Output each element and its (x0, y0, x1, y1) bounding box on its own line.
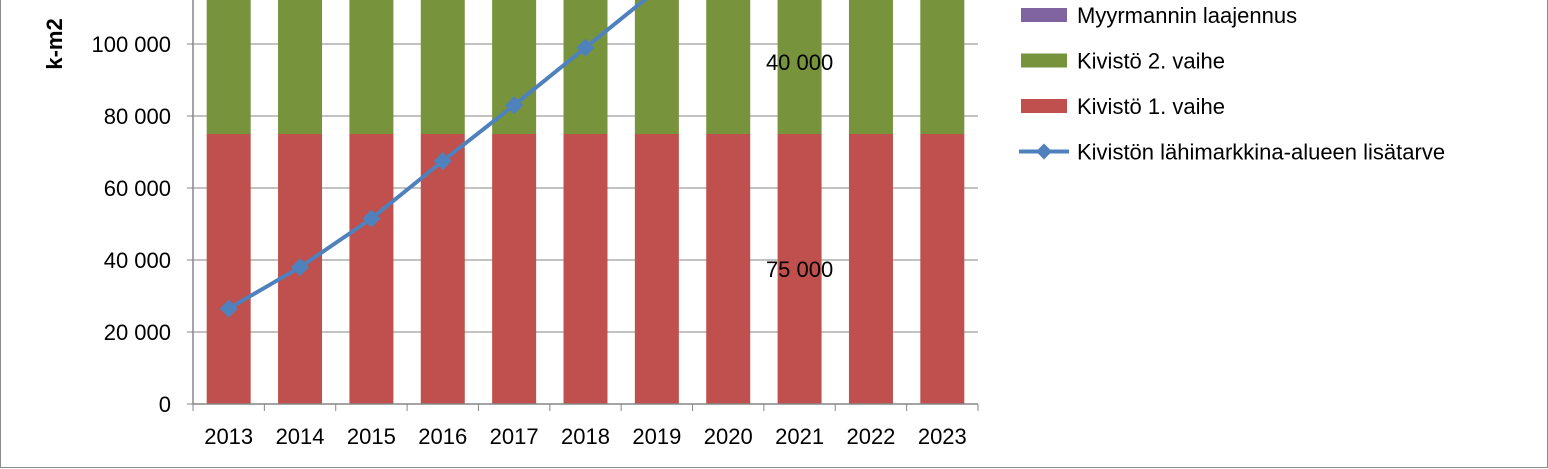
x-tick-label: 2018 (561, 424, 610, 449)
x-tick-label: 2014 (276, 424, 325, 449)
x-tick-label: 2013 (204, 424, 253, 449)
line-point-marker (576, 38, 595, 57)
y-tick-label: 40 000 (104, 248, 171, 273)
x-tick-label: 2023 (918, 424, 967, 449)
bar-2014-kivist-2-vaihe (278, 0, 323, 134)
line-series (219, 0, 648, 318)
bar-2019-kivist-1-vaihe (634, 134, 679, 404)
line-point-marker (291, 258, 310, 277)
bar-2022-kivist-1-vaihe (848, 134, 893, 404)
bars (206, 0, 965, 404)
line-point-marker (433, 152, 452, 170)
x-tick-label: 2019 (632, 424, 681, 449)
y-tick-label: 100 000 (91, 32, 171, 57)
data-label: 75 000 (766, 257, 833, 282)
bar-2017-kivist-1-vaihe (492, 134, 537, 404)
legend-item-kivist-n-l-himarkkina-alueen-lis-tarve-marker (1036, 143, 1052, 160)
bar-2013-kivist-1-vaihe (206, 134, 251, 404)
legend-item-myyrmannin-laajennus-swatch (1021, 8, 1067, 22)
bar-2015-kivist-1-vaihe (349, 134, 394, 404)
legend-item-kivist-n-l-himarkkina-alueen-lis-tarve-label: Kivistön lähimarkkina-alueen lisätarve (1077, 140, 1445, 165)
bar-2018-kivist-2-vaihe (563, 0, 608, 134)
line-point-marker (219, 299, 238, 318)
x-tick-label: 2020 (704, 424, 753, 449)
legend-item-kivist-2-vaihe-label: Kivistö 2. vaihe (1077, 49, 1225, 74)
y-tick-label: 80 000 (104, 104, 171, 129)
x-tick-label: 2015 (347, 424, 396, 449)
bar-2013-kivist-2-vaihe (206, 0, 251, 134)
legend-item-kivist-1-vaihe-label: Kivistö 1. vaihe (1077, 94, 1225, 119)
x-tick-label: 2022 (846, 424, 895, 449)
bar-2023-kivist-2-vaihe (920, 0, 965, 134)
bar-2021-kivist-2-vaihe (777, 0, 822, 134)
x-tick-label: 2017 (490, 424, 539, 449)
x-tick-label: 2021 (775, 424, 824, 449)
bar-2023-kivist-1-vaihe (920, 134, 965, 404)
line-point-marker (505, 96, 524, 115)
bar-2015-kivist-2-vaihe (349, 0, 394, 134)
x-tick-label: 2016 (418, 424, 467, 449)
bar-2020-kivist-2-vaihe (706, 0, 751, 134)
bar-2019-kivist-2-vaihe (634, 0, 679, 134)
y-tick-label: 20 000 (104, 320, 171, 345)
y-axis-title: k-m2 (42, 18, 67, 69)
legend-item-kivist-2-vaihe-swatch (1021, 53, 1067, 68)
legend-item-kivist-1-vaihe-swatch (1021, 99, 1067, 113)
bar-2021-kivist-1-vaihe (777, 134, 822, 404)
bar-2016-kivist-1-vaihe (420, 134, 465, 404)
data-label: 40 000 (766, 50, 833, 75)
annotations: 40 000 75 000 (766, 50, 833, 282)
bar-2022-kivist-2-vaihe (848, 0, 893, 134)
bar-2018-kivist-1-vaihe (563, 134, 608, 404)
bar-2016-kivist-2-vaihe (420, 0, 465, 134)
bar-2020-kivist-1-vaihe (706, 134, 751, 404)
line-point-marker (362, 209, 381, 228)
legend: Myyrmannin laajennus Kivistö 2. vaihe Kivi… (1019, 3, 1445, 165)
y-tick-label: 0 (159, 392, 171, 417)
legend-item-myyrmannin-laajennus-label: Myyrmannin laajennus (1077, 3, 1297, 28)
tick-labels: 0 20 000 40 000 60 000 80 000 100 000 2013 2014… (91, 32, 966, 449)
axes (187, 0, 979, 411)
y-tick-label: 60 000 (104, 176, 171, 201)
